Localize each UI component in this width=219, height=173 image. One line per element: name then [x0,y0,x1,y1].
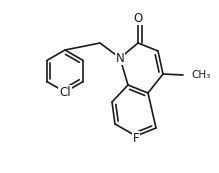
Text: F: F [133,131,139,144]
Text: N: N [116,52,124,65]
Text: CH₃: CH₃ [191,70,210,80]
Text: Cl: Cl [59,85,71,98]
Text: O: O [133,11,143,25]
